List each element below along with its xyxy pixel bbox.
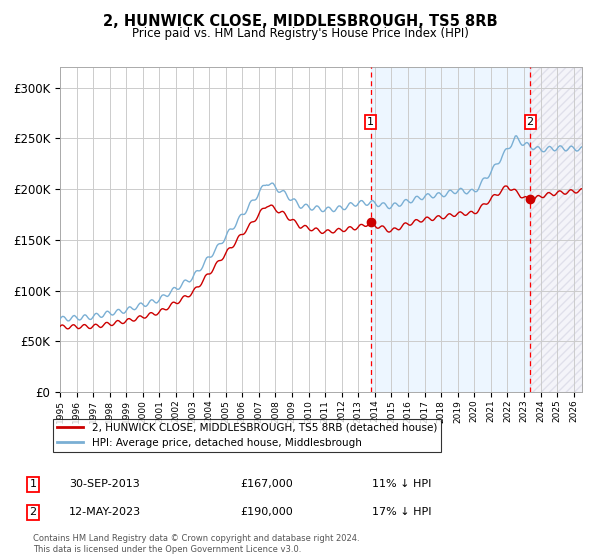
Text: £190,000: £190,000 bbox=[240, 507, 293, 517]
Text: 12-MAY-2023: 12-MAY-2023 bbox=[69, 507, 141, 517]
Bar bbox=[530, 67, 582, 392]
Text: 2, HUNWICK CLOSE, MIDDLESBROUGH, TS5 8RB: 2, HUNWICK CLOSE, MIDDLESBROUGH, TS5 8RB bbox=[103, 14, 497, 29]
Text: Price paid vs. HM Land Registry's House Price Index (HPI): Price paid vs. HM Land Registry's House … bbox=[131, 27, 469, 40]
Text: 1: 1 bbox=[367, 118, 374, 128]
Text: £167,000: £167,000 bbox=[240, 479, 293, 489]
Legend: 2, HUNWICK CLOSE, MIDDLESBROUGH, TS5 8RB (detached house), HPI: Average price, d: 2, HUNWICK CLOSE, MIDDLESBROUGH, TS5 8RB… bbox=[53, 419, 441, 452]
Text: 11% ↓ HPI: 11% ↓ HPI bbox=[372, 479, 431, 489]
Bar bbox=[371, 67, 530, 392]
Text: 2: 2 bbox=[29, 507, 37, 517]
Text: 17% ↓ HPI: 17% ↓ HPI bbox=[372, 507, 431, 517]
Text: 30-SEP-2013: 30-SEP-2013 bbox=[69, 479, 140, 489]
Text: 1: 1 bbox=[29, 479, 37, 489]
Text: Contains HM Land Registry data © Crown copyright and database right 2024.
This d: Contains HM Land Registry data © Crown c… bbox=[33, 534, 359, 554]
Bar bbox=[530, 67, 582, 392]
Text: 2: 2 bbox=[527, 118, 533, 128]
